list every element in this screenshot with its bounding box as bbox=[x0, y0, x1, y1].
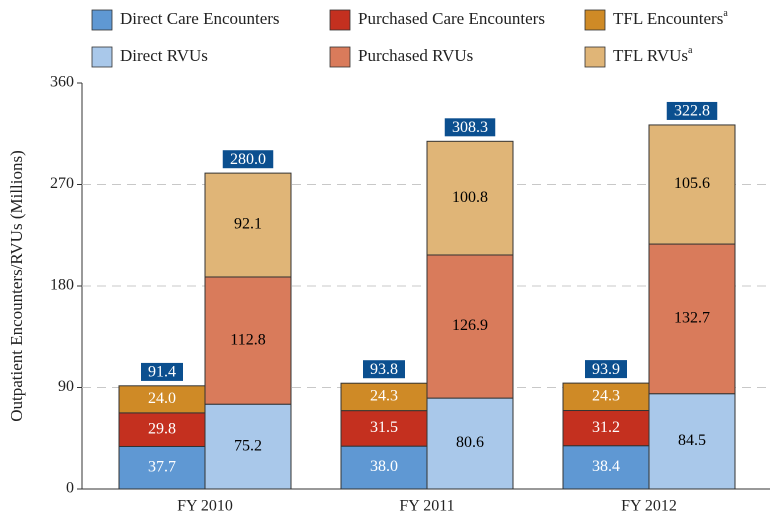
bar-segment bbox=[562, 382, 650, 412]
total-label: 93.8 bbox=[370, 361, 398, 378]
value-label: 24.3 bbox=[370, 388, 398, 405]
bar-segment bbox=[204, 276, 292, 405]
value-label: 37.7 bbox=[148, 458, 176, 475]
legend-label: Purchased RVUs bbox=[358, 46, 473, 65]
value-label: 38.0 bbox=[370, 458, 398, 475]
value-label: 31.2 bbox=[592, 419, 620, 436]
value-label: 24.0 bbox=[148, 390, 176, 407]
bar-segment bbox=[340, 410, 428, 447]
legend-label: Direct RVUs bbox=[120, 46, 208, 65]
total-label: 308.3 bbox=[452, 119, 488, 136]
value-label: 38.4 bbox=[592, 458, 620, 475]
y-tick-label: 270 bbox=[50, 175, 74, 192]
total-label-box bbox=[666, 101, 718, 120]
legend-label: Purchased Care Encounters bbox=[358, 9, 545, 28]
value-label: 126.9 bbox=[452, 317, 488, 334]
legend-swatch bbox=[91, 46, 113, 68]
legend-swatch bbox=[329, 9, 351, 31]
legend-note-mark: a bbox=[688, 45, 693, 56]
bar-segment bbox=[426, 140, 514, 256]
legend-swatch bbox=[584, 9, 606, 31]
x-tick-label: FY 2011 bbox=[399, 498, 454, 515]
x-tick-label: FY 2010 bbox=[177, 498, 233, 515]
total-label-box bbox=[444, 118, 496, 137]
legend-swatch bbox=[329, 46, 351, 68]
total-label: 91.4 bbox=[148, 364, 176, 381]
value-label: 84.5 bbox=[678, 432, 706, 449]
legend-note-mark: a bbox=[723, 8, 728, 19]
y-tick-label: 0 bbox=[66, 480, 74, 497]
value-label: 112.8 bbox=[230, 331, 265, 348]
bar-segment bbox=[204, 172, 292, 278]
x-tick-label: FY 2012 bbox=[621, 498, 677, 515]
total-label-box bbox=[141, 362, 183, 381]
value-label: 29.8 bbox=[148, 420, 176, 437]
legend-swatch bbox=[584, 46, 606, 68]
value-label: 100.8 bbox=[452, 189, 488, 206]
y-tick-label: 180 bbox=[50, 277, 74, 294]
y-axis-label: Outpatient Encounters/RVUs (Millions) bbox=[7, 150, 26, 422]
bar-segment bbox=[204, 403, 292, 490]
legend-name: TFL Encounters bbox=[613, 9, 723, 28]
legend-name: Direct RVUs bbox=[120, 46, 208, 65]
total-label: 322.8 bbox=[674, 103, 710, 120]
legend-label: TFL RVUsa bbox=[613, 45, 693, 65]
bar-segment bbox=[426, 254, 514, 399]
bar-segment bbox=[426, 397, 514, 490]
legend-swatch bbox=[91, 9, 113, 31]
bar-segment bbox=[648, 124, 736, 245]
legend-name: Purchased RVUs bbox=[358, 46, 473, 65]
legend-label: TFL Encountersa bbox=[613, 8, 728, 28]
value-label: 92.1 bbox=[234, 216, 262, 233]
legend-name: Direct Care Encounters bbox=[120, 9, 280, 28]
value-label: 105.6 bbox=[674, 175, 710, 192]
bar-segment bbox=[648, 243, 736, 395]
legend-label: Direct Care Encounters bbox=[120, 9, 280, 28]
total-label: 93.9 bbox=[592, 361, 620, 378]
value-label: 24.3 bbox=[592, 387, 620, 404]
y-tick-label: 360 bbox=[50, 74, 74, 91]
total-label-box bbox=[222, 150, 274, 169]
total-label: 280.0 bbox=[230, 151, 266, 168]
total-label-box bbox=[585, 360, 627, 379]
value-label: 132.7 bbox=[674, 310, 710, 327]
bar-segment bbox=[118, 445, 206, 490]
total-label-box bbox=[363, 360, 405, 379]
legend-name: Purchased Care Encounters bbox=[358, 9, 545, 28]
value-label: 75.2 bbox=[234, 437, 262, 454]
legend-name: TFL RVUs bbox=[613, 46, 688, 65]
value-label: 31.5 bbox=[370, 419, 398, 436]
bar-segment bbox=[118, 412, 206, 447]
value-label: 80.6 bbox=[456, 434, 484, 451]
y-tick-label: 90 bbox=[58, 378, 74, 395]
